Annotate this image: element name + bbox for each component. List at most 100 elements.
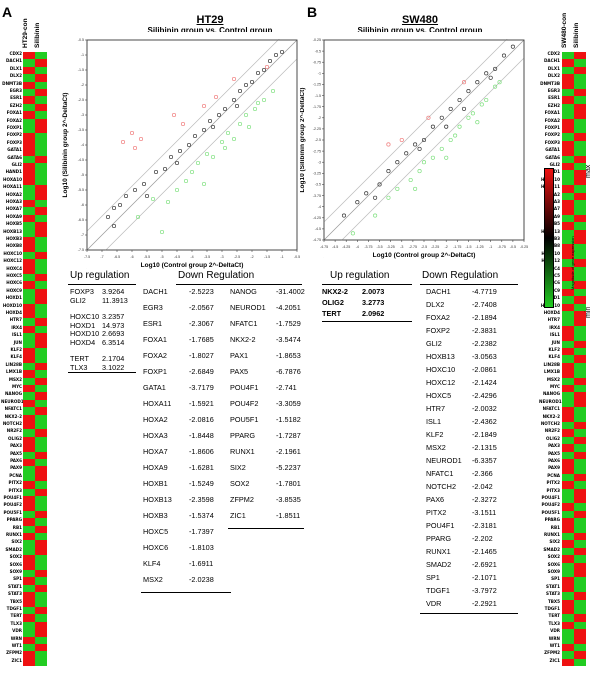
- fold-change-value: -2.3272: [472, 495, 497, 504]
- point-downregulated: [466, 115, 471, 120]
- heatmap-gene-label: RUNX1: [543, 533, 560, 538]
- heatmap-cell: [35, 251, 47, 260]
- heatmap-gene-label: HOXC5: [6, 274, 22, 279]
- x-tick-label: -2.5: [234, 255, 240, 259]
- y-tick-label: -0.75: [313, 60, 321, 64]
- point-unchanged: [123, 193, 129, 199]
- x-tick-label: -6: [130, 255, 133, 259]
- gene-name: FOXP2: [426, 326, 450, 335]
- heatmap-cell: [35, 163, 47, 171]
- heatmap-gene-label: ESR1: [10, 96, 22, 102]
- heatmap-cell: [35, 155, 47, 164]
- fold-change-value: -5.2237: [276, 463, 301, 472]
- heatmap-cell: [23, 592, 35, 600]
- point-upregulated: [120, 139, 126, 145]
- point-downregulated: [261, 97, 267, 103]
- gene-name: ZFPM2: [230, 495, 254, 504]
- heatmap-gene-label: TBX5: [547, 599, 560, 605]
- heatmap-gene-label: HOXA11: [3, 185, 22, 191]
- heatmap-cell: [562, 74, 574, 82]
- heatmap-gene-label: GATA6: [7, 155, 22, 161]
- point-unchanged: [413, 142, 418, 147]
- heatmap-gene-label: WRN: [10, 636, 22, 642]
- y-tick-label: -2.5: [78, 98, 84, 102]
- heatmap-cell: [35, 170, 47, 179]
- heatmap-gene-label: CDX2: [9, 52, 22, 57]
- heatmap-cell: [35, 525, 47, 534]
- point-unchanged: [417, 146, 422, 151]
- heatmap-cell: [562, 614, 574, 623]
- heatmap-gene-label: WRN: [548, 636, 560, 642]
- heatmap-cell: [574, 533, 586, 541]
- y-tick-label: -3: [81, 113, 84, 117]
- heatmap-cell: [35, 510, 47, 519]
- heatmap-cell: [574, 584, 586, 593]
- x-tick-label: -3.25: [387, 245, 395, 249]
- y-tick-label: -2: [318, 116, 321, 120]
- gene-name: HOXC5: [143, 527, 169, 536]
- point-unchanged: [186, 142, 192, 148]
- fold-change-value: -2.6921: [472, 560, 497, 569]
- heatmap-cell: [562, 488, 574, 497]
- heatmap-cell: [35, 422, 47, 430]
- heatmap-gene-label: ZFPM2: [544, 651, 560, 657]
- fold-change-value: -3.1511: [472, 508, 497, 517]
- gene-name: HOXC6: [143, 543, 169, 552]
- point-unchanged: [201, 127, 207, 133]
- point-unchanged: [395, 160, 400, 165]
- heatmap-gene-label: WT1: [11, 644, 22, 649]
- point-downregulated: [183, 178, 189, 184]
- heatmap-cell: [562, 570, 574, 578]
- heatmap-cell: [574, 614, 586, 623]
- heatmap-cell: [35, 348, 47, 356]
- heatmap-cell: [574, 81, 586, 90]
- heatmap-gene-label: HOXD1: [5, 296, 22, 302]
- heatmap-gene-label: SMAD2: [543, 547, 560, 553]
- heatmap-gene-label: HOXC9: [6, 288, 22, 294]
- heatmap-cell: [574, 155, 586, 164]
- point-unchanged: [493, 66, 498, 71]
- heatmap-cell: [23, 96, 35, 105]
- heatmap-cell: [574, 133, 586, 142]
- gene-name: PITX2: [426, 508, 447, 517]
- heatmap-gene-label: HTR7: [547, 318, 560, 324]
- reference-line: [86, 58, 298, 270]
- point-downregulated: [165, 199, 171, 205]
- heatmap-cell: [574, 311, 586, 319]
- x-tick-label: -7.5: [84, 255, 90, 259]
- heatmap-cell: [574, 325, 586, 334]
- point-downregulated: [231, 136, 237, 142]
- fold-change-value: -2.741: [276, 383, 297, 392]
- point-unchanged: [222, 106, 228, 112]
- heatmap-gene-label: HOXA9: [5, 214, 22, 220]
- heatmap-gene-label: LMX1B: [544, 370, 560, 376]
- heatmap-gene-label: HOXC4: [6, 266, 22, 272]
- fold-change-value: -6.7876: [276, 367, 301, 376]
- heatmap-gene-label: MYC: [550, 385, 560, 390]
- heatmap-cell: [574, 496, 586, 504]
- heatmap-cell: [574, 214, 586, 223]
- heatmap-cell: [562, 66, 574, 75]
- gene-name: SP1: [426, 573, 440, 582]
- point-downregulated: [270, 88, 276, 94]
- heatmap-gene-label: RUNX1: [5, 533, 22, 538]
- heatmap-gene-label: SOX2: [547, 555, 560, 561]
- legend-min-label: min: [585, 306, 592, 318]
- heatmap-cell: [23, 614, 35, 623]
- point-unchanged: [457, 97, 462, 103]
- y-axis-label: Log10 (Silibinin group 2^-DeltaCt): [300, 88, 306, 193]
- fold-change-value: -2.2382: [472, 339, 497, 348]
- heatmap-cell: [23, 66, 35, 75]
- heatmap-cell: [562, 59, 574, 68]
- gene-name: SMAD2: [426, 560, 452, 569]
- fold-change-value: -2.1465: [472, 547, 497, 556]
- heatmap-cell: [35, 399, 47, 408]
- fold-change-value: -2.4362: [472, 417, 497, 426]
- ht29-chart-title: HT29: [196, 14, 224, 26]
- heatmap-cell: [23, 318, 35, 327]
- gene-name: NOTCH2: [426, 482, 456, 491]
- heatmap-gene-label: PITX2: [546, 481, 560, 487]
- heatmap-cell: [574, 74, 586, 82]
- heatmap-gene-label: HOXD4: [5, 311, 22, 316]
- heatmap-cell: [35, 126, 47, 134]
